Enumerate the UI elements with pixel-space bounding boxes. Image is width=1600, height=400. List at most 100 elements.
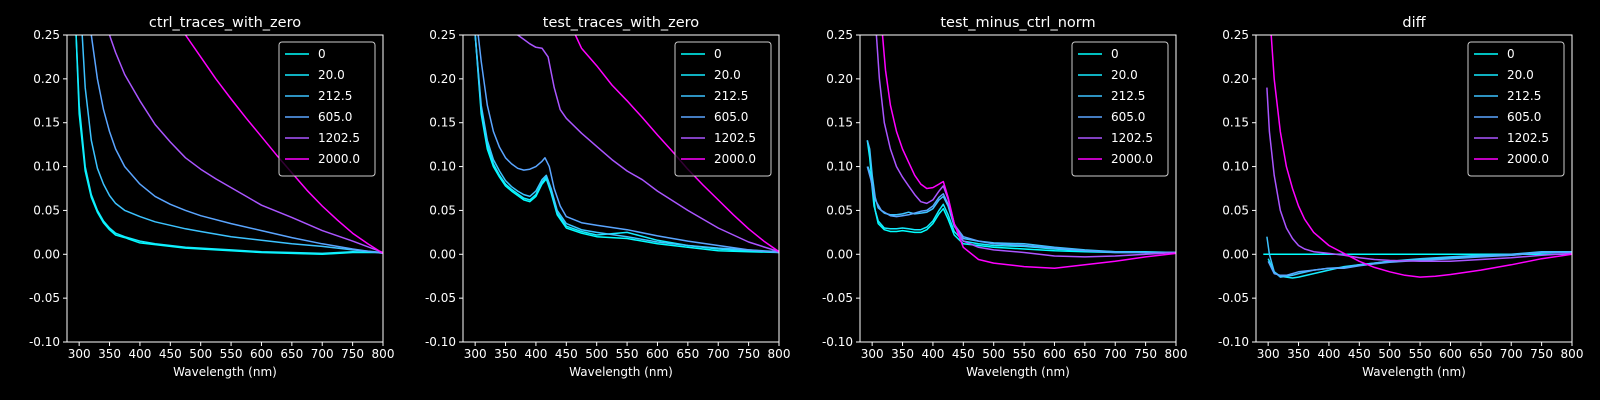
x-tick-label: 350 [494,347,517,361]
x-tick-label: 750 [1530,347,1553,361]
y-tick-label: 0.20 [1222,72,1249,86]
y-tick-label: 0.00 [1222,247,1249,261]
x-tick-label: 700 [1500,347,1523,361]
legend-label: 2000.0 [318,152,360,166]
legend-label: 605.0 [318,110,352,124]
x-tick-label: 600 [250,347,273,361]
series-line-0 [866,140,1176,254]
x-tick-label: 350 [1287,347,1310,361]
chart-panel-1: 300 350 400 450 500 550 600 650 700 750 800 -0.10 -0… [29,15,395,379]
x-tick-label: 300 [861,347,884,361]
y-tick-label: -0.10 [425,335,456,349]
axes-frame [1255,34,1573,343]
legend-label: 0 [1507,47,1515,61]
series-line-0 [75,35,383,256]
x-tick-label: 500 [1378,347,1401,361]
x-tick-label: 700 [1104,347,1127,361]
x-tick-label: 600 [1043,347,1066,361]
y-tick-label: -0.05 [1218,291,1249,305]
y-tick-label: -0.05 [29,291,60,305]
x-tick-label: 550 [220,347,243,361]
y-tick-label: 0.10 [1222,160,1249,174]
x-tick-label: 650 [1073,347,1096,361]
series-group [1263,35,1572,279]
y-tick-label: 0.00 [33,247,60,261]
series-line-20.0 [75,35,383,255]
x-tick-label: 450 [555,347,578,361]
y-tick-label: 0.10 [33,160,60,174]
x-tick-label: 650 [676,347,699,361]
y-tick-label: 0.10 [826,160,853,174]
legend-label: 0 [1111,47,1119,61]
y-tick-label: 0.05 [33,203,60,217]
chart-title: diff [1402,15,1426,31]
legend-label: 212.5 [318,89,352,103]
legend: 0 20.0 212.5 605.0 1202.5 2000.0 [674,41,772,177]
legend-label: 2000.0 [714,152,756,166]
y-tick-label: 0.25 [429,28,456,42]
x-tick-label: 450 [1348,347,1371,361]
y-tick-label: 0.00 [826,247,853,261]
legend-label: 20.0 [714,68,741,82]
series-line-605.0 [866,166,1176,254]
x-axis-label: Wavelength (nm) [966,365,1070,379]
series-line-605.0 [1267,251,1572,277]
legend-label: 20.0 [1111,68,1138,82]
legend-label: 2000.0 [1111,152,1153,166]
y-tick-label: 0.10 [429,160,456,174]
y-tick-label: 0.05 [1222,203,1249,217]
chart-title: test_traces_with_zero [543,15,700,31]
x-tick-label: 400 [128,347,151,361]
y-tick-label: 0.15 [33,116,60,130]
x-tick-label: 400 [524,347,547,361]
y-tick-label: 0.00 [429,247,456,261]
series-line-2000.0 [1270,35,1572,278]
x-axis-label: Wavelength (nm) [173,365,277,379]
series-line-20.0 [474,35,779,253]
legend-label: 605.0 [714,110,748,124]
legend-label: 2000.0 [1507,152,1549,166]
x-tick-label: 800 [1561,347,1584,361]
legend-label: 0 [714,47,722,61]
legend-label: 1202.5 [714,131,756,145]
y-tick-label: 0.25 [33,28,60,42]
legend: 0 20.0 212.5 605.0 1202.5 2000.0 [1467,41,1565,177]
series-line-0 [474,35,779,254]
legend-label: 1202.5 [318,131,360,145]
y-tick-label: -0.05 [822,291,853,305]
x-tick-label: 400 [921,347,944,361]
series-group [474,35,779,254]
x-tick-label: 300 [68,347,91,361]
y-tick-label: -0.10 [822,335,853,349]
chart-title: test_minus_ctrl_norm [940,15,1095,31]
chart-title: ctrl_traces_with_zero [149,15,301,31]
chart-panel-2: 300 350 400 450 500 550 600 650 700 750 800 -0.10 -0… [425,15,791,379]
y-tick-label: 0.25 [826,28,853,42]
series-line-605.0 [477,35,779,254]
legend-label: 20.0 [318,68,345,82]
x-tick-label: 400 [1317,347,1340,361]
x-tick-label: 750 [341,347,364,361]
y-tick-label: 0.20 [826,72,853,86]
y-tick-label: 0.15 [429,116,456,130]
legend-label: 605.0 [1111,110,1145,124]
x-tick-label: 300 [464,347,487,361]
legend-label: 1202.5 [1111,131,1153,145]
x-tick-label: 550 [1409,347,1432,361]
series-line-20.0 [867,166,1176,254]
legend-label: 212.5 [1111,89,1145,103]
series-line-212.5 [1266,236,1572,278]
axes-frame [66,34,384,343]
series-line-1202.5 [875,35,1176,258]
x-tick-label: 750 [1134,347,1157,361]
x-tick-label: 650 [1469,347,1492,361]
y-tick-label: 0.15 [826,116,853,130]
y-tick-label: 0.05 [826,203,853,217]
y-tick-label: 0.20 [33,72,60,86]
x-tick-label: 550 [1013,347,1036,361]
legend-label: 20.0 [1507,68,1534,82]
legend-label: 605.0 [1507,110,1541,124]
axes-frame [462,34,780,343]
legend: 0 20.0 212.5 605.0 1202.5 2000.0 [278,41,376,177]
